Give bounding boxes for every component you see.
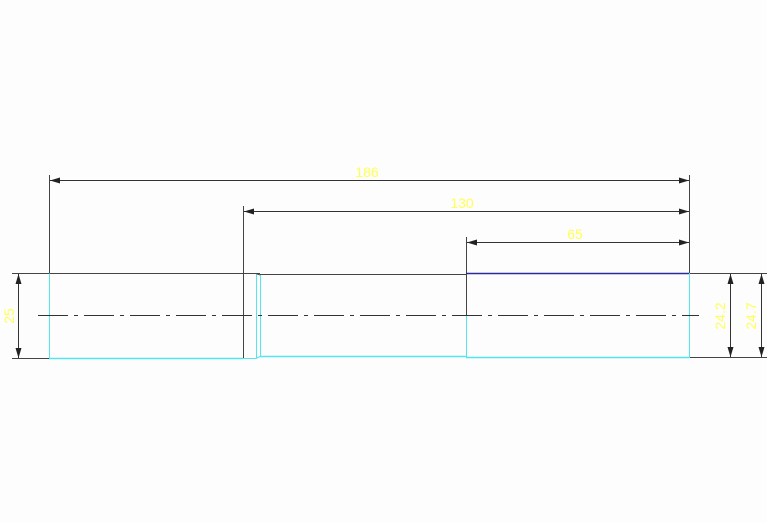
dimension-text-24-7: 24.7 [743,302,759,329]
dimension-text-130: 130 [450,195,474,211]
dimension-text-25: 25 [1,308,17,324]
dimension-text-65: 65 [567,226,583,242]
dimension-text-24-2: 24.2 [712,302,728,329]
dimension-text-186: 186 [355,164,379,180]
extension-lines [12,175,767,359]
